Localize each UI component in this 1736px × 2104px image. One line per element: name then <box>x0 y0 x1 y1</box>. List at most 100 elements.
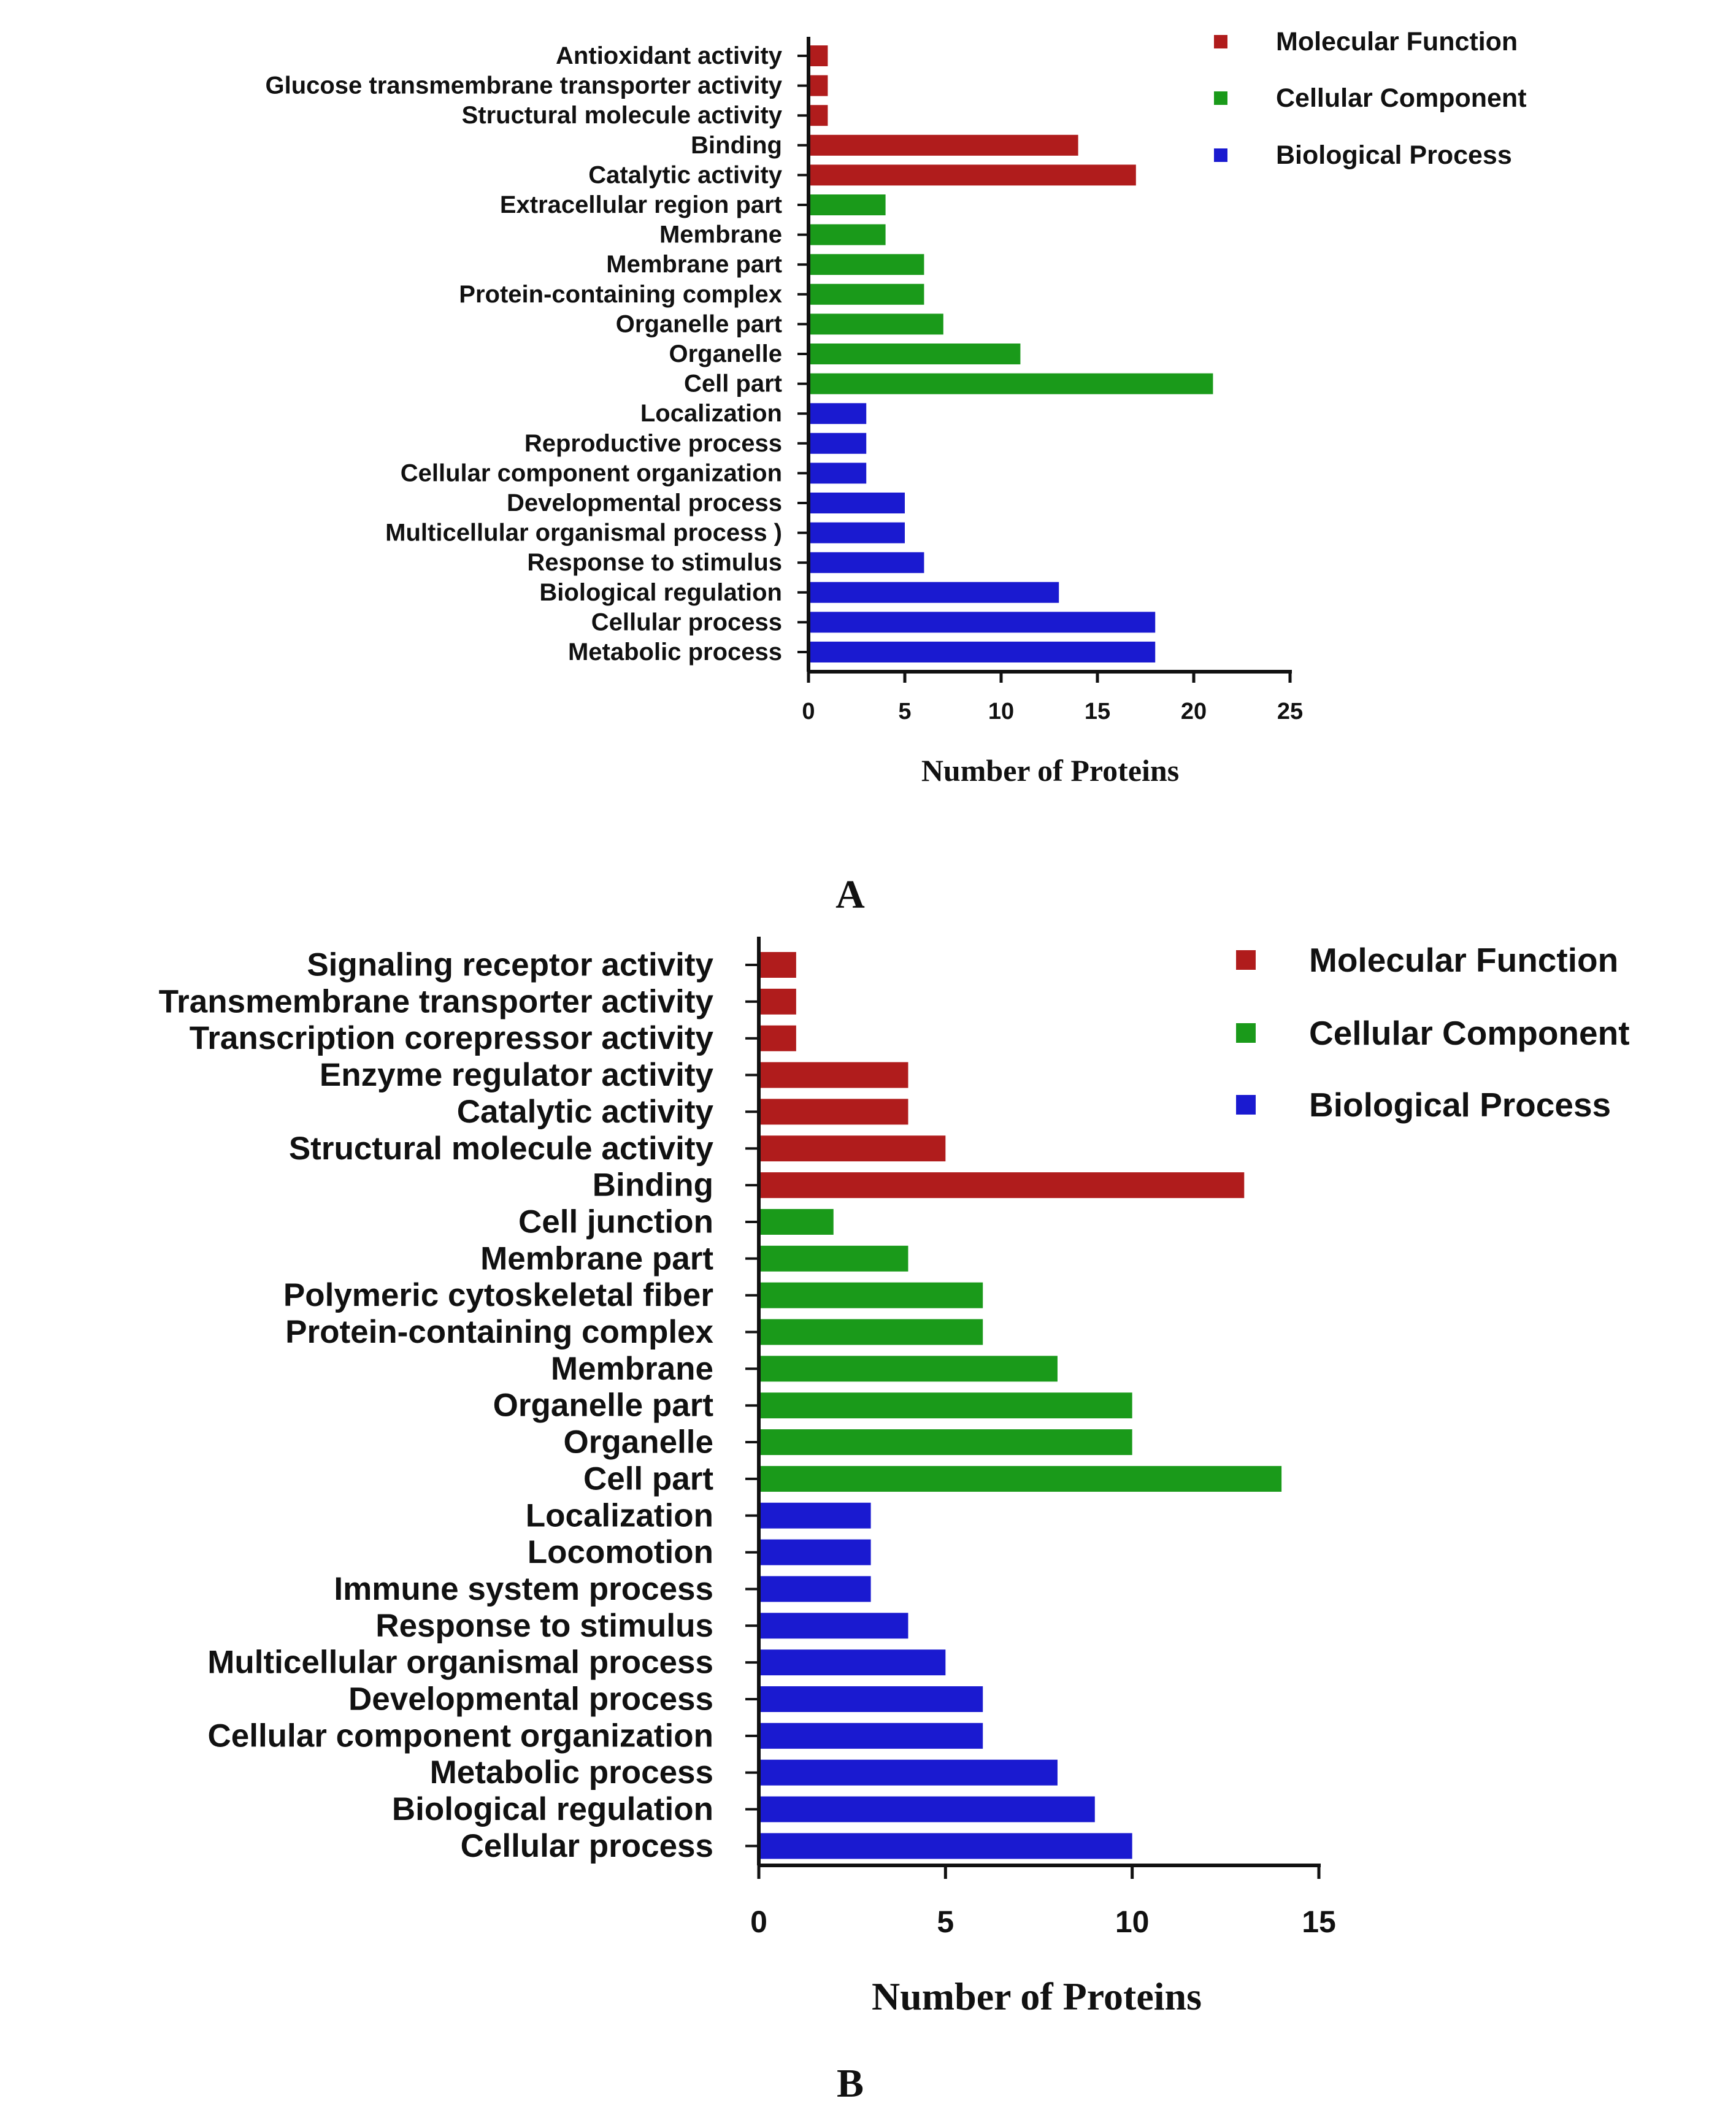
category-label-B-14: Cell part <box>583 1461 713 1497</box>
category-label-A-13: Reproductive process <box>524 430 782 457</box>
x-tick-label-B-2: 10 <box>1115 1905 1150 1939</box>
bar-B-24 <box>759 1833 1132 1859</box>
bar-A-4 <box>808 164 1136 186</box>
category-label-B-22: Metabolic process <box>430 1754 713 1791</box>
bar-A-11 <box>808 373 1213 394</box>
x-axis-title-B: Number of Proteins <box>872 1975 1202 2018</box>
category-label-A-2: Structural molecule activity <box>462 102 783 129</box>
bar-A-3 <box>808 134 1078 156</box>
bar-B-21 <box>759 1722 983 1749</box>
legend-swatch-A-2 <box>1214 148 1227 162</box>
bar-B-10 <box>759 1319 983 1345</box>
category-label-B-18: Response to stimulus <box>375 1608 713 1644</box>
bar-B-11 <box>759 1356 1058 1382</box>
category-label-A-6: Membrane <box>659 221 782 248</box>
bar-A-20 <box>808 642 1156 662</box>
category-label-A-0: Antioxidant activity <box>556 42 783 69</box>
bar-A-2 <box>808 105 828 126</box>
bar-A-5 <box>808 194 886 215</box>
legend-label-B-0: Molecular Function <box>1309 941 1618 979</box>
bar-B-15 <box>759 1502 871 1529</box>
category-label-A-15: Developmental process <box>507 490 782 516</box>
category-label-B-10: Protein-containing complex <box>285 1314 713 1350</box>
bar-A-8 <box>808 283 924 305</box>
bar-B-22 <box>759 1759 1058 1786</box>
category-label-A-4: Catalytic activity <box>588 161 782 188</box>
category-label-A-19: Cellular process <box>591 609 782 635</box>
category-label-A-12: Localization <box>640 400 782 427</box>
bar-B-17 <box>759 1576 871 1602</box>
category-label-B-5: Structural molecule activity <box>289 1131 714 1167</box>
bar-B-5 <box>759 1135 946 1162</box>
legend-swatch-B-2 <box>1236 1095 1256 1115</box>
x-tick-label-A-3: 15 <box>1085 699 1110 724</box>
bar-B-3 <box>759 1062 908 1088</box>
legend-label-B-1: Cellular Component <box>1309 1014 1630 1052</box>
legend-swatch-A-1 <box>1214 91 1227 105</box>
category-label-B-9: Polymeric cytoskeletal fiber <box>283 1277 713 1313</box>
category-label-A-11: Cell part <box>684 371 782 397</box>
category-label-A-5: Extracellular region part <box>500 191 782 218</box>
bar-B-13 <box>759 1429 1132 1456</box>
bar-B-9 <box>759 1282 983 1308</box>
bar-B-8 <box>759 1245 908 1272</box>
bar-B-12 <box>759 1392 1132 1419</box>
x-tick-label-A-1: 5 <box>898 699 911 724</box>
chart-panel-B: Signaling receptor activityTransmembrane… <box>159 937 1630 2104</box>
category-label-A-14: Cellular component organization <box>401 459 782 486</box>
bar-A-10 <box>808 344 1021 364</box>
category-label-B-3: Enzyme regulator activity <box>320 1057 714 1093</box>
bar-B-23 <box>759 1796 1095 1822</box>
legend-label-A-1: Cellular Component <box>1276 83 1527 113</box>
category-label-A-3: Binding <box>691 132 782 159</box>
x-tick-label-A-5: 25 <box>1277 699 1303 724</box>
bar-B-18 <box>759 1613 908 1639</box>
category-label-B-23: Biological regulation <box>392 1791 713 1827</box>
legend-swatch-B-0 <box>1236 950 1256 970</box>
category-label-B-0: Signaling receptor activity <box>307 947 713 983</box>
bar-B-0 <box>759 952 796 978</box>
panel-label-A: A <box>835 872 865 917</box>
bar-A-6 <box>808 224 886 245</box>
category-label-B-6: Binding <box>593 1167 713 1204</box>
bar-A-0 <box>808 45 828 66</box>
category-label-A-9: Organelle part <box>616 310 782 337</box>
bar-A-1 <box>808 75 828 96</box>
bar-A-9 <box>808 313 943 335</box>
category-label-B-11: Membrane <box>551 1351 713 1387</box>
bar-B-6 <box>759 1172 1245 1199</box>
x-tick-label-B-1: 5 <box>937 1905 954 1939</box>
chart-panel-A: Antioxidant activity Glucose transmembran… <box>265 27 1526 917</box>
category-label-B-16: Locomotion <box>528 1534 713 1570</box>
category-label-B-1: Transmembrane transporter activity <box>159 983 714 1019</box>
bar-A-17 <box>808 552 924 574</box>
bar-B-1 <box>759 988 796 1015</box>
category-label-B-20: Developmental process <box>348 1681 713 1718</box>
legend-swatch-B-1 <box>1236 1023 1256 1043</box>
category-label-B-12: Organelle part <box>493 1388 713 1424</box>
bar-B-7 <box>759 1208 834 1235</box>
bar-A-19 <box>808 612 1156 633</box>
category-label-B-8: Membrane part <box>480 1240 713 1277</box>
category-label-A-17: Response to stimulus <box>527 549 782 576</box>
category-label-B-15: Localization <box>526 1497 713 1534</box>
category-label-B-2: Transcription corepressor activity <box>190 1020 714 1056</box>
bar-A-7 <box>808 254 924 275</box>
category-label-B-17: Immune system process <box>334 1571 713 1607</box>
category-label-B-13: Organelle <box>564 1424 713 1461</box>
bar-A-18 <box>808 582 1059 603</box>
category-label-B-4: Catalytic activity <box>457 1094 714 1130</box>
category-label-A-7: Membrane part <box>606 251 782 278</box>
bar-B-2 <box>759 1025 796 1051</box>
x-tick-label-A-0: 0 <box>802 699 815 724</box>
legend-label-A-2: Biological Process <box>1276 140 1512 170</box>
category-label-A-10: Organelle <box>669 340 782 367</box>
bar-B-16 <box>759 1539 871 1565</box>
bar-A-14 <box>808 463 867 484</box>
bar-B-4 <box>759 1099 908 1125</box>
category-label-A-20: Metabolic process <box>568 639 782 666</box>
bar-A-13 <box>808 432 867 454</box>
category-label-B-19: Multicellular organismal process <box>207 1645 713 1681</box>
bar-A-16 <box>808 522 905 543</box>
